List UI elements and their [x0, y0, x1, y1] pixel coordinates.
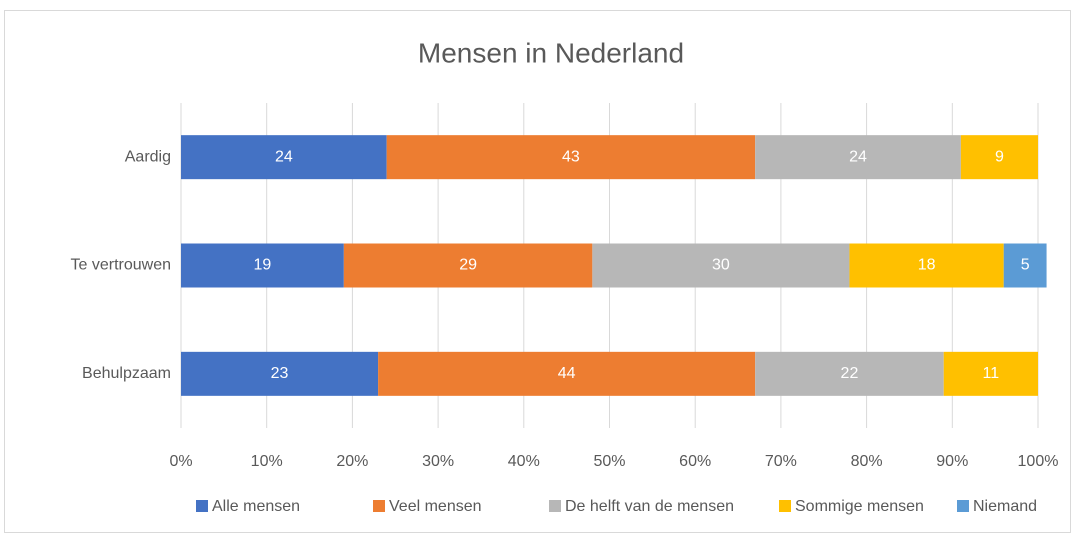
- legend-label: De helft van de mensen: [565, 498, 734, 515]
- legend-swatch: [779, 500, 791, 512]
- bar-segment: [849, 243, 1004, 288]
- data-label: 29: [459, 257, 477, 274]
- x-tick-label: 20%: [336, 453, 368, 470]
- x-tick-label: 10%: [251, 453, 283, 470]
- chart-title: Mensen in Nederland: [418, 37, 684, 68]
- bar-segment: [181, 351, 379, 396]
- bar-segment: [755, 135, 961, 180]
- legend-swatch: [196, 500, 208, 512]
- data-label: 44: [558, 365, 576, 382]
- x-tick-label: 70%: [765, 453, 797, 470]
- y-tick-label: Aardig: [125, 148, 171, 165]
- legend-label: Niemand: [973, 498, 1037, 515]
- x-tick-label: 50%: [593, 453, 625, 470]
- y-tick-label: Te vertrouwen: [71, 257, 172, 274]
- data-label: 18: [918, 257, 936, 274]
- x-tick-label: 0%: [169, 453, 192, 470]
- y-tick-label: Behulpzaam: [82, 365, 171, 382]
- bar-segment: [386, 135, 756, 180]
- x-tick-label: 30%: [422, 453, 454, 470]
- bar-segment: [960, 135, 1038, 180]
- data-label: 23: [271, 365, 289, 382]
- data-label: 43: [562, 148, 580, 165]
- bar-segment: [755, 351, 944, 396]
- bar-segment: [343, 243, 593, 288]
- bar-segment: [592, 243, 850, 288]
- x-tick-label: 80%: [851, 453, 883, 470]
- bar-segment: [378, 351, 756, 396]
- legend-label: Alle mensen: [212, 498, 300, 515]
- data-label: 22: [841, 365, 859, 382]
- data-label: 19: [254, 257, 272, 274]
- legend-swatch: [549, 500, 561, 512]
- data-label: 24: [275, 148, 293, 165]
- data-label: 5: [1021, 257, 1030, 274]
- x-tick-label: 60%: [679, 453, 711, 470]
- legend-swatch: [957, 500, 969, 512]
- x-tick-label: 90%: [936, 453, 968, 470]
- x-tick-label: 100%: [1018, 453, 1059, 470]
- x-tick-label: 40%: [508, 453, 540, 470]
- data-label: 11: [983, 365, 1000, 382]
- legend-label: Veel mensen: [389, 498, 482, 515]
- bar-segment: [943, 351, 1038, 396]
- data-label: 24: [849, 148, 867, 165]
- bar-segment: [181, 243, 344, 288]
- legend-swatch: [373, 500, 385, 512]
- legend-label: Sommige mensen: [795, 498, 924, 515]
- bar-segment: [181, 135, 387, 180]
- data-label: 30: [712, 257, 730, 274]
- data-label: 9: [995, 148, 1004, 165]
- bar-segment: [1003, 243, 1047, 288]
